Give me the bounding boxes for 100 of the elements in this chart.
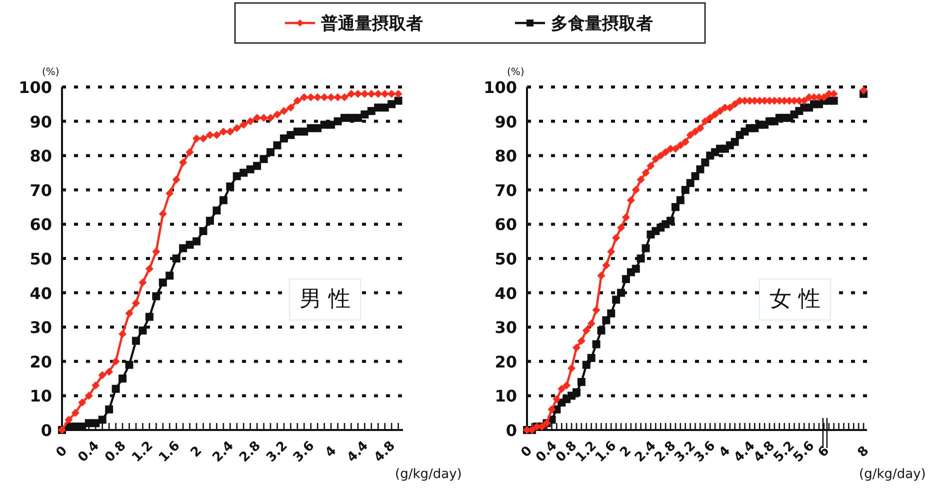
y-tick-label: 80	[30, 146, 52, 166]
x-tick-label: 4.4	[344, 438, 372, 466]
point	[388, 100, 396, 108]
point	[320, 93, 328, 102]
point	[300, 93, 308, 102]
point	[92, 419, 100, 428]
point	[206, 216, 214, 225]
y-tick-label: 10	[494, 386, 517, 406]
point	[105, 405, 114, 414]
point	[152, 248, 160, 256]
x-tick-label: 0	[54, 444, 71, 461]
point	[64, 416, 73, 424]
point	[138, 326, 147, 335]
annotation: 女 性	[770, 287, 820, 312]
point	[158, 278, 167, 287]
point	[246, 117, 254, 126]
x-tick-label: 0.8	[102, 438, 130, 466]
x-tick-label: 4	[322, 444, 340, 461]
y-tick-label: 40	[494, 284, 517, 303]
point	[125, 309, 134, 318]
y-tick-label: 100	[18, 78, 52, 97]
point	[273, 110, 282, 118]
point	[132, 336, 140, 345]
point	[354, 90, 362, 98]
point	[152, 292, 160, 300]
point	[394, 96, 402, 105]
point	[273, 141, 282, 150]
x-tick-label: 0	[518, 444, 536, 461]
x-tick-label: 4.8	[371, 438, 398, 466]
point	[158, 210, 167, 218]
point	[112, 357, 120, 366]
point	[260, 114, 268, 122]
point	[212, 131, 221, 140]
point	[327, 120, 336, 129]
point	[166, 189, 174, 198]
y-tick-label: 0	[506, 421, 517, 440]
y-axis-title: (%)	[42, 67, 60, 78]
point	[219, 196, 228, 204]
point	[232, 124, 241, 132]
x-tick-label: 1.2	[129, 438, 156, 466]
legend-label: 多食量摂取者	[551, 14, 653, 34]
point	[212, 206, 221, 214]
x-tick-label: 3.2	[264, 438, 291, 466]
point	[394, 90, 402, 98]
point	[347, 90, 356, 98]
y-tick-label: 70	[494, 180, 517, 200]
y-tick-label: 40	[30, 284, 52, 303]
x-tick-label: 2.8	[236, 438, 264, 466]
point	[179, 244, 188, 252]
point	[360, 90, 369, 98]
point	[199, 227, 208, 236]
point	[327, 93, 336, 102]
x-tick-label: 8	[855, 444, 872, 461]
x-tick-label: 3.6	[290, 438, 318, 466]
point	[199, 134, 208, 142]
point	[92, 381, 100, 390]
x-tick-label: 2	[618, 444, 635, 461]
point	[280, 107, 288, 116]
point	[138, 278, 147, 287]
point	[388, 90, 396, 98]
y-tick-label: 90	[30, 112, 52, 132]
point	[367, 90, 376, 98]
x-tick-label: 4	[716, 444, 734, 461]
x-axis-title: (g/kg/day)	[859, 467, 926, 482]
point	[206, 131, 214, 140]
legend-label: 普通量摂取者	[320, 13, 423, 34]
point	[179, 158, 188, 166]
point	[240, 168, 248, 177]
point	[380, 90, 389, 98]
point	[226, 128, 234, 136]
x-tick-label: 2	[188, 444, 206, 461]
annotation: 男 性	[300, 287, 350, 312]
y-tick-label: 90	[494, 112, 517, 132]
point	[260, 155, 268, 164]
x-tick-label: 2.4	[210, 438, 237, 466]
point	[266, 148, 274, 156]
point	[253, 162, 262, 170]
point	[125, 360, 134, 369]
point	[219, 128, 228, 136]
point	[374, 90, 382, 98]
y-tick-label: 10	[30, 386, 52, 406]
point	[306, 93, 315, 102]
y-tick-label: 70	[30, 180, 52, 200]
point	[145, 312, 154, 321]
point	[132, 299, 140, 308]
y-tick-label: 100	[484, 78, 517, 97]
y-tick-label: 80	[494, 146, 517, 166]
point	[360, 110, 369, 118]
point	[98, 371, 106, 380]
x-tick-label: 1.6	[156, 438, 184, 466]
y-tick-label: 20	[494, 352, 517, 372]
point	[314, 93, 322, 102]
y-tick-label: 60	[494, 215, 517, 234]
point	[118, 330, 127, 338]
point	[300, 128, 308, 136]
point	[340, 93, 348, 102]
point	[98, 416, 106, 424]
point	[71, 408, 80, 417]
x-axis-title: (g/kg/day)	[395, 467, 462, 482]
y-axis-title: (%)	[507, 67, 524, 78]
